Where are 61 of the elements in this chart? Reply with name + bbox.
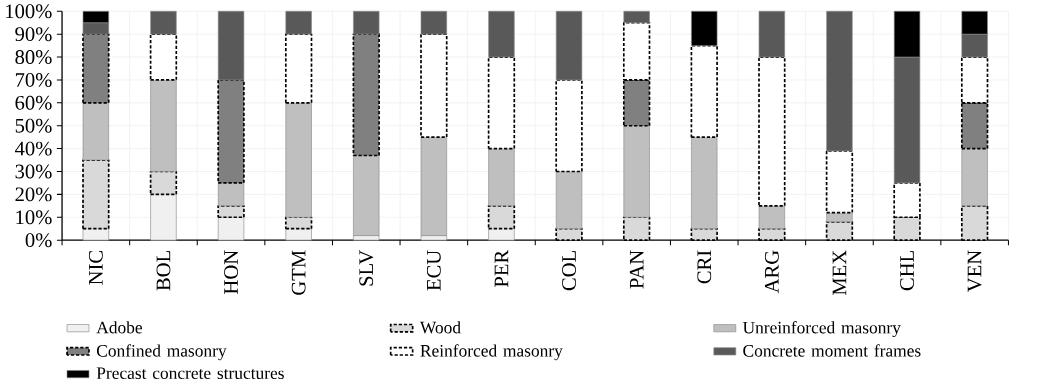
bar (149, 33, 178, 81)
bar (285, 228, 312, 241)
bar (488, 10, 515, 58)
bar (82, 159, 110, 230)
y-tick-label: 30% (15, 164, 52, 179)
bar (623, 10, 650, 24)
legend-label: Concrete moment frames (743, 344, 921, 357)
legend-label: Confined masonry (96, 344, 227, 361)
bar (487, 204, 516, 230)
x-tick-label: SLV (359, 250, 374, 286)
bar (825, 150, 854, 214)
bar (149, 170, 178, 196)
y-tick-label: 70% (15, 72, 52, 87)
y-tick-label: 60% (15, 95, 52, 110)
x-tick-label: COL (562, 251, 576, 291)
y-tick-label: 40% (15, 141, 52, 156)
y-tick-label: 80% (15, 50, 52, 65)
x-tick-label: MEX (832, 250, 847, 296)
bar (285, 102, 312, 218)
legend-label: Wood (419, 321, 461, 334)
bar (420, 10, 448, 35)
bar (150, 79, 177, 172)
x-tick-label: CRI (697, 250, 712, 284)
bar (555, 79, 583, 173)
y-tick-label: 100% (6, 4, 52, 19)
bar (691, 136, 718, 230)
x-tick-label: CHL (900, 251, 914, 291)
bar (555, 171, 583, 230)
bar (217, 204, 245, 219)
x-tick-label: ARG (764, 250, 779, 294)
bar (488, 148, 515, 207)
x-tick-label: BOL (156, 251, 171, 291)
x-tick-label: VEN (967, 250, 982, 292)
y-tick-label: 50% (15, 118, 52, 133)
bar (487, 56, 516, 150)
y-tick-label: 10% (16, 210, 52, 225)
bar (826, 10, 853, 152)
bar (420, 33, 448, 139)
x-tick-label: GTM (291, 250, 306, 295)
bar (285, 10, 312, 35)
y-tick-label: 0% (25, 233, 52, 248)
y-tick-label: 20% (15, 187, 52, 202)
legend-label: Reinforced masonry (420, 344, 563, 361)
bar (758, 56, 786, 207)
x-tick-label: HON (224, 250, 238, 294)
y-tick-label: 90% (15, 27, 52, 42)
x-tick-label: NIC (88, 251, 103, 285)
bar (758, 10, 786, 58)
bar (555, 10, 583, 81)
bar (488, 228, 515, 241)
legend-label: Unreinforced masonry (742, 321, 901, 338)
bar (758, 205, 786, 230)
x-tick-label: PAN (629, 250, 644, 289)
legend-label: Adobe (96, 321, 142, 334)
bar (284, 33, 313, 104)
bar (284, 216, 313, 230)
x-tick-label: PER (494, 249, 509, 288)
bar (150, 10, 177, 35)
legend-label: Precast concrete structures (96, 367, 284, 380)
bar (82, 228, 110, 241)
x-tick-label: ECU (426, 250, 441, 291)
